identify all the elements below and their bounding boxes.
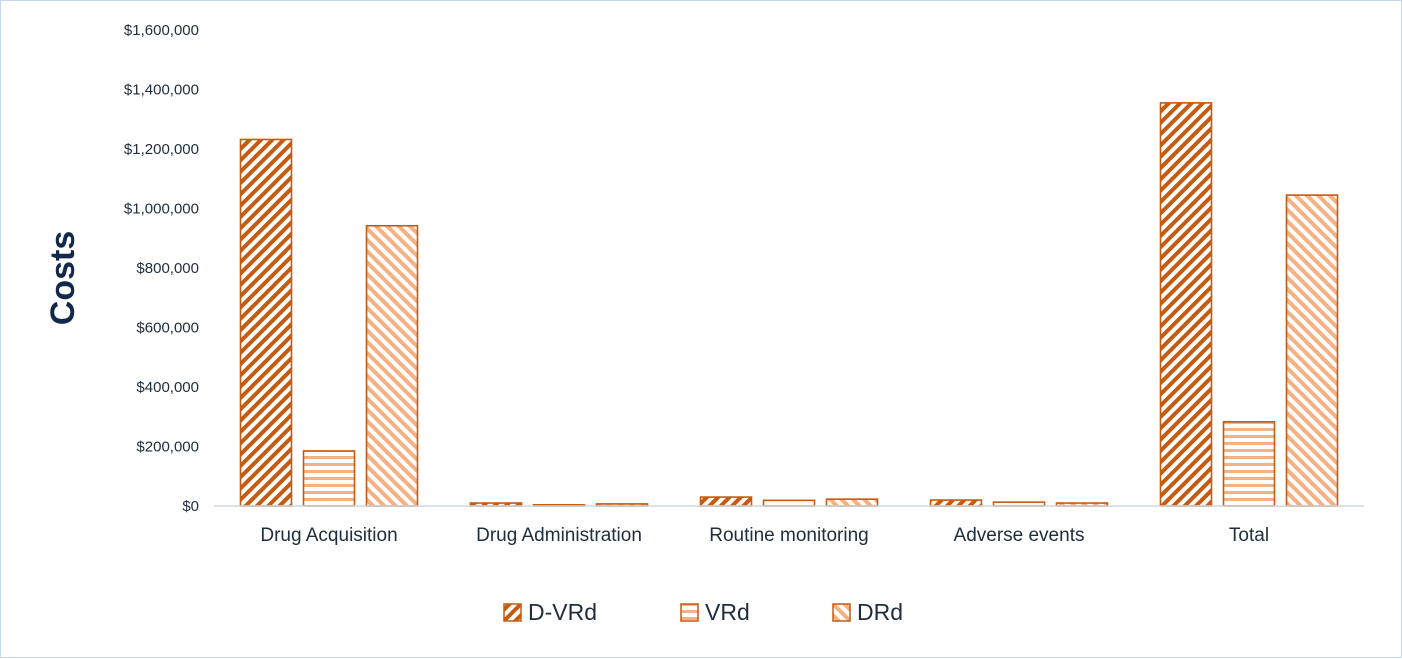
legend-swatch-vrd [680, 603, 699, 622]
bar-drd-total [1285, 194, 1339, 507]
legend-label-d-vrd: D-VRd [528, 599, 597, 625]
bar-vrd-drug-acquisition [302, 450, 356, 507]
y-tick-label: $1,200,000 [124, 141, 199, 158]
bar-drd-drug-acquisition [365, 224, 419, 507]
x-category-label: Adverse events [954, 525, 1085, 546]
y-tick-label: $1,000,000 [124, 201, 199, 218]
bar-vrd-routine-monitoring [762, 499, 816, 507]
bars [239, 102, 1339, 507]
y-tick-label: $1,600,000 [124, 22, 199, 39]
x-category-label: Total [1229, 525, 1269, 546]
x-axis-categories: Drug Acquisition Drug Administration Routi… [260, 525, 1269, 546]
bar-vrd-total [1222, 421, 1276, 507]
y-tick-label: $400,000 [136, 379, 199, 396]
legend-swatch-d-vrd [503, 603, 522, 622]
x-category-label: Drug Administration [476, 525, 642, 546]
y-axis-label: Costs [44, 231, 82, 325]
y-tick-label: $600,000 [136, 320, 199, 337]
y-axis-ticks: $0 $200,000 $400,000 $600,000 $800,000 $1,000… [124, 22, 199, 515]
y-tick-label: $800,000 [136, 260, 199, 277]
y-tick-label: $200,000 [136, 439, 199, 456]
bar-d-vrd-routine-monitoring [699, 496, 753, 507]
legend-swatch-drd [832, 603, 851, 622]
legend-label-drd: DRd [857, 599, 903, 625]
y-tick-label: $0 [182, 498, 199, 515]
bar-drd-routine-monitoring [825, 498, 879, 507]
x-category-label: Routine monitoring [709, 525, 868, 546]
legend: D-VRd VRd DRd [503, 599, 903, 625]
legend-label-vrd: VRd [705, 599, 750, 625]
bar-d-vrd-drug-acquisition [239, 138, 293, 507]
x-category-label: Drug Acquisition [260, 525, 397, 546]
bar-d-vrd-total [1159, 102, 1213, 507]
bar-d-vrd-adverse-events [929, 499, 983, 507]
y-tick-label: $1,400,000 [124, 82, 199, 99]
